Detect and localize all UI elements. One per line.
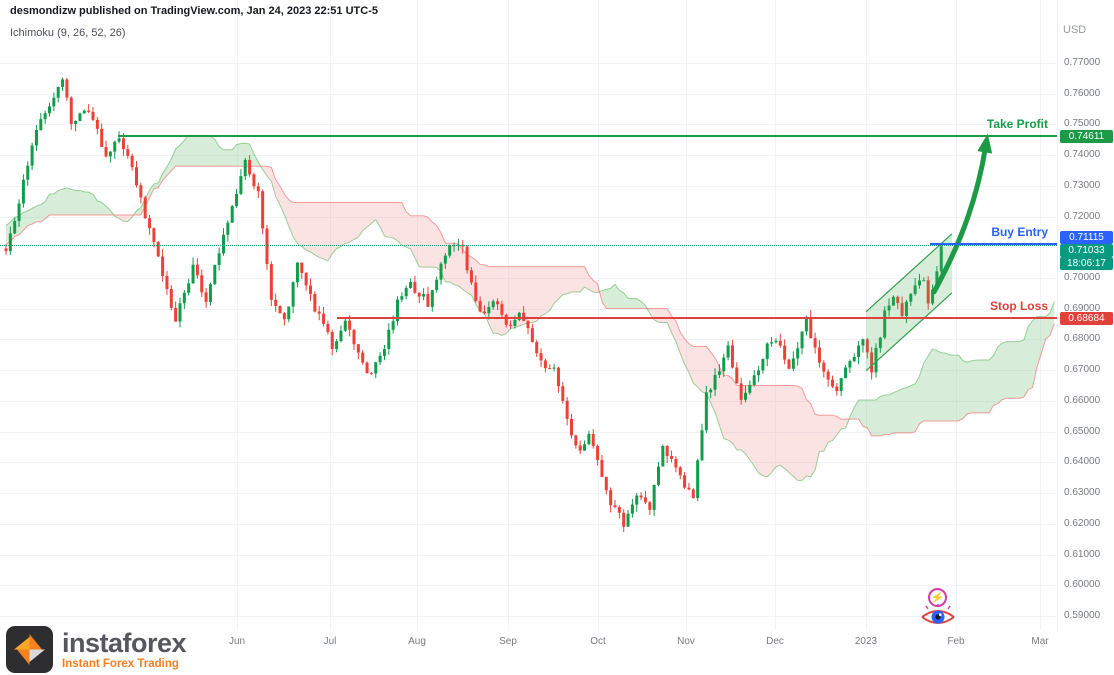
time-axis-label: Sep — [499, 636, 517, 647]
price-tick: 0.69000 — [1064, 302, 1101, 314]
price-tick: 0.67000 — [1064, 364, 1101, 376]
time-axis-label: Jun — [228, 636, 246, 647]
take-profit-line[interactable] — [118, 135, 1057, 138]
attribution-text: desmondizw published on TradingView.com,… — [10, 5, 378, 17]
time-axis-label: Jul — [323, 636, 337, 647]
stamps: ⚡ — [918, 586, 964, 638]
time-axis-label: Aug — [408, 636, 426, 647]
take-profit-price-badge: 0.74611 — [1060, 129, 1113, 143]
price-tick: 0.60000 — [1064, 579, 1101, 591]
price-tick: 0.72000 — [1064, 210, 1101, 222]
time-axis-label: Dec — [766, 636, 784, 647]
price-tick: 0.59000 — [1064, 609, 1101, 621]
price-tick: 0.62000 — [1064, 517, 1101, 529]
price-tick: 0.68000 — [1064, 333, 1101, 345]
price-tick: 0.64000 — [1064, 456, 1101, 468]
price-tick: 0.77000 — [1064, 57, 1101, 68]
price-tick: 0.63000 — [1064, 487, 1101, 499]
time-axis-label: 2023 — [854, 636, 878, 647]
take-profit-label: Take Profit — [986, 117, 1048, 132]
time-axis[interactable]: Jun Jul Aug Sep Oct Nov Dec 2023 Feb Mar — [0, 630, 1057, 652]
price-tick: 0.75000 — [1064, 118, 1101, 130]
indicator-label: Ichimoku (9, 26, 52, 26) — [10, 27, 126, 39]
stop-loss-line[interactable] — [337, 317, 1057, 320]
bar-countdown-badge: 18:06:17 — [1060, 257, 1113, 271]
brand-name: instaforex — [62, 627, 187, 658]
buy-entry-label: Buy Entry — [991, 224, 1048, 239]
price-tick: 0.66000 — [1064, 394, 1101, 406]
time-axis-label: Oct — [590, 636, 606, 647]
brand-tagline: Instant Forex Trading — [62, 657, 179, 670]
time-axis-label: Feb — [947, 636, 965, 647]
price-tick: 0.74000 — [1064, 149, 1101, 161]
stop-loss-price-badge: 0.68684 — [1060, 311, 1113, 325]
stop-loss-label: Stop Loss — [989, 299, 1048, 314]
time-axis-label: Mar — [1031, 636, 1049, 647]
eye-stamp-icon — [921, 604, 955, 624]
buy-entry-line[interactable] — [930, 242, 1057, 245]
buy-entry-price-badge: 0.71115 — [1060, 230, 1113, 244]
price-tick: 0.73000 — [1064, 179, 1101, 191]
price-tick: 0.65000 — [1064, 425, 1101, 437]
price-tick: 0.70000 — [1064, 272, 1101, 284]
last-price-dotted-line — [0, 245, 1057, 247]
last-price-badge: 0.71033 — [1060, 243, 1113, 257]
instaforex-logo-icon — [6, 626, 53, 673]
price-scale[interactable]: 0.74611 0.71115 0.71033 18:06:17 0.68684… — [1057, 0, 1114, 632]
instaforex-logo: instaforex Instant Forex Trading — [4, 624, 201, 675]
time-axis-label: Nov — [677, 636, 695, 647]
price-tick: 0.76000 — [1064, 87, 1101, 99]
price-tick: 0.61000 — [1064, 548, 1101, 560]
scale-currency-label: USD — [1063, 24, 1087, 36]
